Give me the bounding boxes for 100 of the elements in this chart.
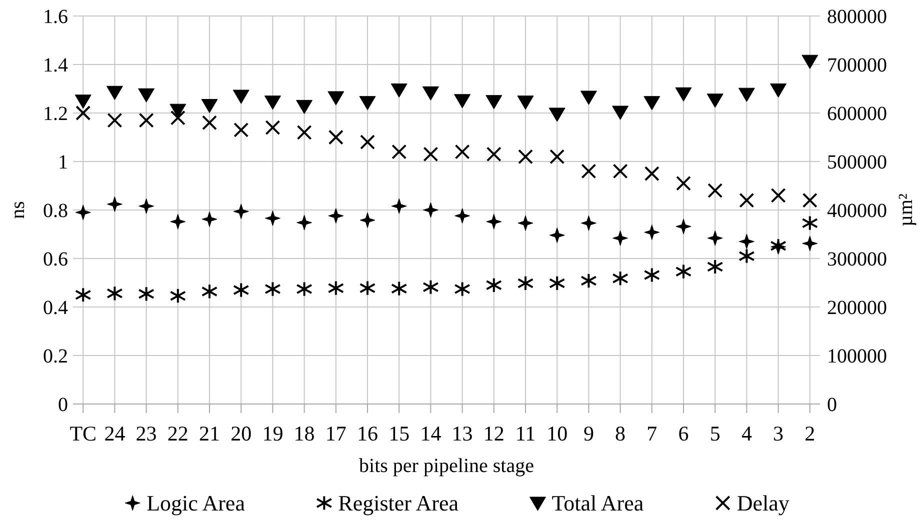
point bbox=[517, 96, 534, 110]
point bbox=[644, 224, 660, 240]
y-tick-label: 1.4 bbox=[43, 54, 68, 76]
point bbox=[296, 214, 312, 230]
point bbox=[170, 110, 186, 126]
x-tick-label: 22 bbox=[167, 421, 188, 446]
y2-axis-title: µm² bbox=[895, 193, 917, 227]
point bbox=[328, 208, 344, 224]
point bbox=[454, 144, 470, 160]
point bbox=[360, 212, 376, 228]
point bbox=[454, 94, 471, 108]
point bbox=[232, 282, 250, 298]
point bbox=[675, 87, 692, 102]
x-tick-label: 4 bbox=[741, 421, 752, 446]
y-tick-label: 0.6 bbox=[43, 248, 68, 270]
point bbox=[706, 94, 724, 108]
legend-label: Logic Area bbox=[146, 490, 246, 516]
point bbox=[390, 83, 408, 98]
point bbox=[676, 218, 692, 234]
point bbox=[392, 144, 407, 160]
point bbox=[359, 96, 376, 110]
point bbox=[770, 188, 786, 203]
x-tick-label: 18 bbox=[294, 421, 315, 446]
point bbox=[486, 146, 502, 162]
y2-tick-label: 700000 bbox=[827, 54, 887, 76]
point bbox=[770, 83, 787, 98]
point bbox=[706, 258, 724, 275]
point bbox=[170, 214, 186, 230]
point bbox=[549, 227, 565, 243]
point bbox=[107, 112, 122, 128]
y2-tick-label: 100000 bbox=[827, 346, 887, 368]
point bbox=[518, 149, 533, 164]
point bbox=[802, 236, 818, 252]
y-tick-label: 0.8 bbox=[43, 200, 68, 222]
point bbox=[486, 277, 502, 293]
point bbox=[580, 215, 596, 231]
legend-label: Total Area bbox=[552, 490, 644, 516]
point bbox=[74, 287, 92, 303]
point bbox=[106, 196, 122, 212]
x-tick-label: 11 bbox=[515, 421, 536, 446]
point bbox=[454, 281, 470, 297]
point bbox=[738, 248, 755, 264]
legend-label: Register Area bbox=[338, 490, 459, 516]
point bbox=[422, 202, 438, 218]
y-tick-label: 0.4 bbox=[43, 297, 68, 319]
point bbox=[802, 54, 818, 69]
y2-tick-label: 300000 bbox=[827, 248, 887, 270]
x-tick-label: 5 bbox=[710, 421, 720, 446]
point bbox=[138, 198, 154, 214]
point bbox=[170, 104, 186, 118]
x-tick-label: 15 bbox=[388, 421, 410, 446]
point bbox=[802, 215, 818, 231]
x-tick-label: 21 bbox=[199, 421, 220, 446]
point bbox=[296, 100, 313, 114]
point bbox=[676, 176, 691, 191]
x-tick-label: TC bbox=[70, 421, 97, 446]
point bbox=[738, 88, 755, 102]
point bbox=[390, 280, 408, 296]
x-tick-label: 14 bbox=[420, 421, 442, 446]
point bbox=[486, 95, 502, 110]
y2-tick-label: 200000 bbox=[827, 297, 887, 319]
x-tick-label: 10 bbox=[546, 421, 568, 446]
point bbox=[233, 204, 249, 220]
point bbox=[707, 230, 723, 246]
point bbox=[328, 130, 344, 145]
x-tick-label: 19 bbox=[262, 421, 284, 446]
point bbox=[106, 286, 123, 302]
point bbox=[612, 106, 629, 120]
point bbox=[75, 204, 91, 220]
point bbox=[328, 91, 344, 106]
point bbox=[581, 164, 596, 179]
point bbox=[708, 183, 723, 198]
point bbox=[264, 210, 280, 226]
y-tick-label: 0.2 bbox=[43, 346, 68, 368]
point bbox=[202, 211, 218, 227]
point bbox=[517, 275, 534, 292]
point bbox=[391, 198, 407, 214]
point bbox=[612, 270, 628, 286]
point bbox=[360, 134, 376, 150]
point bbox=[296, 124, 312, 140]
point bbox=[580, 90, 597, 105]
x-tick-label: 20 bbox=[230, 421, 252, 446]
x-axis-title: bits per pipeline stage bbox=[359, 455, 534, 477]
point bbox=[580, 273, 597, 289]
y2-tick-label: 400000 bbox=[827, 200, 887, 222]
point bbox=[264, 281, 281, 297]
point bbox=[802, 192, 818, 208]
x-tick-label: 7 bbox=[646, 421, 658, 446]
point bbox=[201, 98, 218, 114]
point bbox=[74, 94, 92, 109]
point bbox=[265, 120, 280, 136]
point bbox=[264, 96, 281, 110]
point bbox=[486, 214, 502, 230]
point bbox=[454, 208, 470, 224]
point bbox=[234, 122, 249, 138]
point bbox=[738, 234, 754, 250]
x-tick-label: 3 bbox=[773, 421, 784, 446]
point bbox=[644, 267, 660, 283]
point bbox=[359, 280, 376, 296]
legend-label: Delay bbox=[736, 490, 790, 516]
